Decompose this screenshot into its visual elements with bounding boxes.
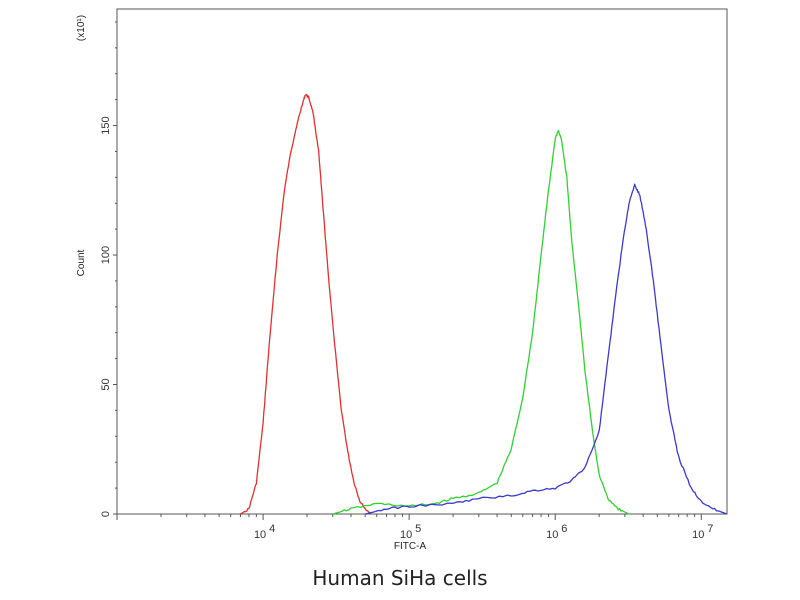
y-axis-title: Count (76, 249, 87, 276)
series-line-3 (365, 183, 728, 515)
plot-frame (116, 8, 728, 515)
y-tick-label: 0 (100, 511, 112, 517)
y-multiplier-label: (x10¹) (76, 15, 87, 41)
x-tick-label-exponent: 4 (269, 523, 275, 535)
y-tick-label: 150 (100, 116, 112, 134)
series-layer (240, 93, 728, 515)
x-tick-label: 10 (692, 529, 704, 541)
y-axis-ticks: 0 50 100 150 (100, 21, 117, 517)
x-tick-label-exponent: 6 (561, 523, 567, 535)
series-line-2 (332, 129, 630, 515)
x-axis-ticks: 10 4 10 5 10 6 10 7 (116, 514, 713, 541)
x-tick-label: 10 (400, 529, 412, 541)
x-tick-label: 10 (546, 529, 558, 541)
figure-caption: Human SiHa cells (312, 566, 488, 590)
y-tick-label: 100 (100, 246, 112, 264)
x-tick-label-exponent: 7 (707, 523, 713, 535)
x-axis-title: FITC-A (394, 541, 427, 552)
x-tick-label-exponent: 5 (415, 523, 421, 535)
series-line-1 (240, 93, 372, 515)
x-tick-label: 10 (254, 529, 266, 541)
y-tick-label: 50 (100, 378, 112, 390)
